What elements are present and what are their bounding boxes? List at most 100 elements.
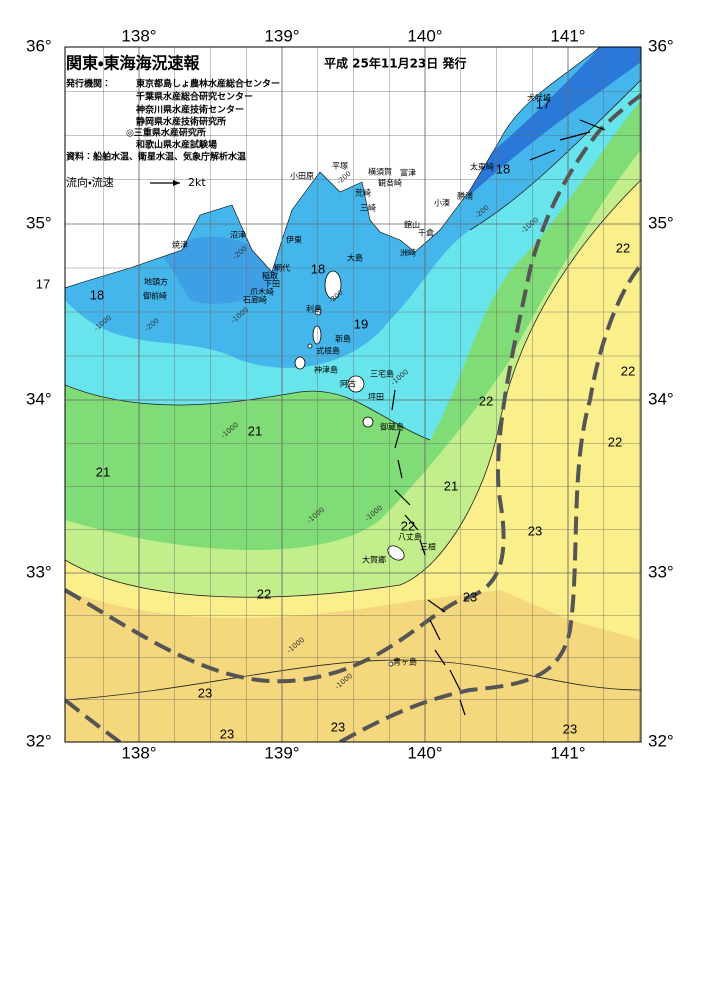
temperature-label: 22	[608, 434, 622, 449]
place-name: 三宅島	[370, 369, 394, 379]
lat-label: 34°	[26, 389, 52, 408]
place-name: 利島	[306, 304, 322, 314]
island	[347, 375, 365, 393]
place-name: 式根島	[316, 346, 340, 356]
temperature-label: 22	[257, 586, 271, 601]
temperature-label: 21	[96, 464, 110, 479]
place-name: 勝浦	[457, 191, 473, 201]
place-name: 爪木崎	[250, 287, 274, 297]
temperature-label: 23	[563, 721, 577, 736]
kuroshio-axis	[65, 698, 122, 742]
grid	[65, 47, 641, 742]
issuers-label: 発行機関：	[65, 78, 111, 90]
issuer: 静岡県水産技術研究所	[136, 116, 226, 128]
temperature-label: 22	[479, 393, 493, 408]
place-name: 大賀郷	[362, 555, 386, 565]
lat-label: 36°	[648, 36, 674, 55]
temperature-label: 23	[331, 719, 345, 734]
place-name: 小湊	[434, 198, 450, 208]
place-name: 新島	[335, 334, 351, 344]
lon-label: 141°	[550, 26, 585, 45]
place-name: 館山	[404, 220, 420, 230]
lat-label: 35°	[648, 213, 674, 232]
lat-label: 33°	[26, 562, 52, 581]
temperature-label: 18	[496, 161, 510, 176]
lon-label: 140°	[407, 26, 442, 45]
current-arrow	[391, 389, 396, 411]
place-name: 平塚	[332, 162, 348, 171]
temperature-label: 18	[311, 261, 325, 276]
place-name: 伊東	[286, 235, 302, 245]
island	[324, 270, 342, 300]
kuroshio-axis	[339, 263, 641, 742]
current-arrow	[427, 599, 446, 613]
temperature-label: 18	[90, 287, 104, 302]
island	[387, 545, 405, 561]
issuer: 神奈川県水産技術センター	[135, 104, 244, 116]
current-arrow	[419, 539, 426, 556]
place-name: 阿古	[340, 379, 356, 389]
current-arrow	[449, 669, 461, 691]
island	[362, 416, 374, 428]
current-arrow	[559, 131, 591, 141]
current-arrow	[397, 459, 403, 479]
place-name: 沼津	[230, 230, 246, 240]
sources: 資料：船舶水温、衛星水温、気象庁解析水温	[66, 151, 246, 163]
place-name: 神津島	[314, 365, 338, 375]
map-area	[65, 47, 641, 742]
lat-label: 34°	[648, 389, 674, 408]
place-name: 観音崎	[378, 178, 402, 188]
issuer: 千葉県水産総合研究センター	[136, 91, 253, 103]
lat-label: 32°	[648, 731, 674, 750]
place-name: 小田原	[290, 172, 314, 181]
lat-label: 36°	[26, 36, 52, 55]
temperature-label: 23	[463, 589, 477, 604]
sea-17	[470, 47, 641, 195]
legend-speed: 2kt	[188, 176, 206, 189]
place-name: 青ヶ島	[393, 657, 417, 667]
place-name: 下田	[264, 280, 280, 289]
island	[294, 356, 306, 370]
current-arrow	[434, 649, 446, 666]
place-name: 稲取	[262, 271, 278, 281]
temperature-label: 22	[621, 363, 635, 378]
legend-label: 流向・流速	[66, 175, 114, 189]
issuer: ◎三重県水産研究所	[126, 127, 206, 139]
temperature-label: 23	[528, 523, 542, 538]
temperature-label: 22	[616, 240, 630, 255]
lon-label: 140°	[407, 743, 442, 762]
place-name: 千倉	[418, 228, 434, 238]
island	[312, 325, 322, 345]
temperature-label: 23	[220, 726, 234, 741]
lon-label: 138°	[121, 26, 156, 45]
current-arrows	[391, 119, 606, 716]
temperature-label: 17	[36, 276, 50, 291]
current-arrow	[404, 514, 419, 531]
place-name: 網代	[274, 263, 290, 273]
lon-label: 138°	[121, 743, 156, 762]
isotherm	[469, 79, 641, 231]
place-name: 荒崎	[355, 188, 371, 198]
issuer: 和歌山県水産試験場	[135, 139, 217, 151]
temperature-label: 23	[198, 685, 212, 700]
place-name: 三根	[420, 542, 436, 552]
issuer: 東京都島しょ農林水産総合センター	[136, 78, 280, 90]
map-frame	[64, 46, 642, 743]
sea-18b	[160, 236, 280, 304]
lon-label: 139°	[264, 743, 299, 762]
legend-arrowhead	[173, 180, 180, 186]
island	[307, 343, 313, 349]
isotherm	[65, 659, 641, 701]
lon-label: 141°	[550, 743, 585, 762]
title: 関東・東海海況速報	[66, 54, 200, 73]
place-name: 地頭方	[144, 277, 168, 287]
place-name: 坪田	[368, 393, 384, 402]
current-arrow	[394, 489, 411, 506]
current-arrow	[529, 149, 556, 161]
place-name: 洲崎	[400, 248, 416, 258]
temperature-label: 17	[536, 96, 550, 111]
current-arrow	[429, 619, 441, 641]
temperature-label: 22	[401, 518, 415, 533]
place-name: 富津	[400, 168, 416, 178]
